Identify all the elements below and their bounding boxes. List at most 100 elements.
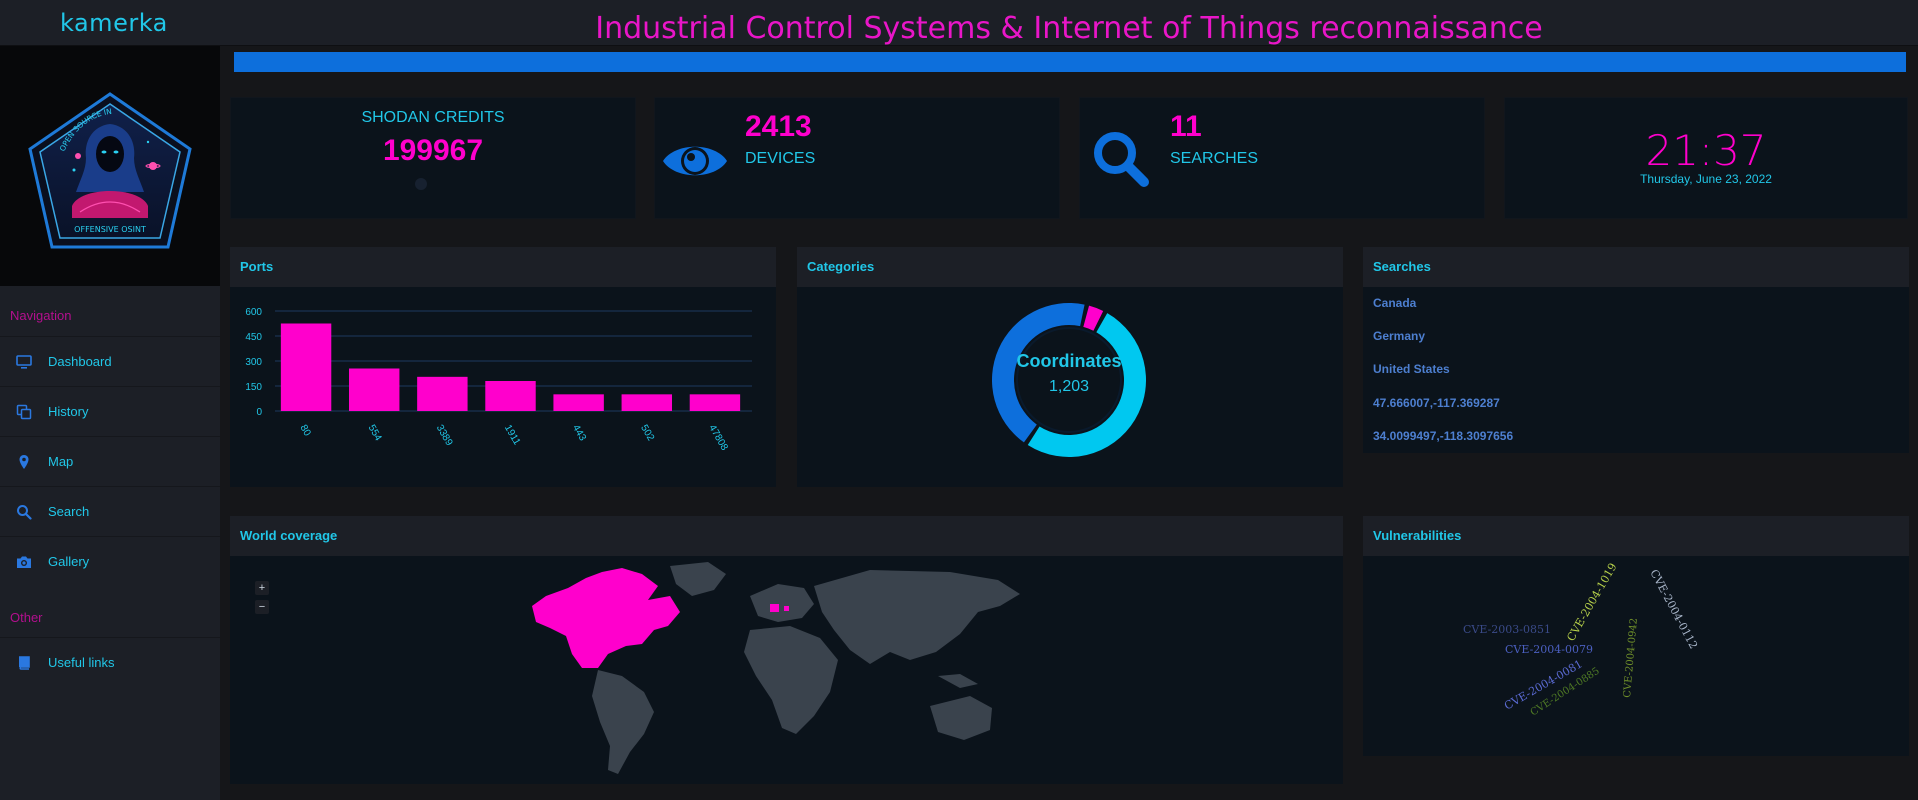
bar [553, 394, 604, 411]
search-icon [17, 505, 32, 520]
sidebar-item-label: History [48, 404, 89, 419]
ports-bar-chart: 0 150 300 450 600 80 554 3389 1911 443 502 47808 [245, 307, 752, 453]
loading-dot [415, 178, 427, 190]
vulnerabilities-panel: Vulnerabilities CVE-2003-0851 CVE-2004-0… [1363, 516, 1909, 756]
clock-date: Thursday, June 23, 2022 [1640, 172, 1772, 186]
y-tick-label: 450 [245, 332, 262, 343]
cve-word[interactable]: CVE-2004-0112 [1647, 567, 1700, 651]
map-region-africa [744, 626, 838, 734]
panel-title: Ports [230, 247, 776, 287]
map-region-highlight [784, 606, 789, 611]
searches-card: 11 SEARCHES [1079, 97, 1485, 219]
map-pin-icon [19, 455, 29, 469]
sidebar-item-map[interactable]: Map [0, 436, 220, 486]
ports-panel: Ports 0 150 300 450 600 80 554 3389 1911 443 502 47… [230, 247, 776, 487]
x-tick-label: 502 [638, 423, 656, 443]
camera-icon [17, 556, 31, 568]
donut-slice [1083, 305, 1104, 331]
sidebar-item-label: Gallery [48, 554, 90, 569]
sidebar-item-label: Useful links [48, 655, 115, 670]
credits-value: 199967 [382, 134, 484, 167]
y-tick-label: 300 [245, 357, 262, 368]
devices-card: 2413 DEVICES [654, 97, 1060, 219]
bar [689, 394, 741, 411]
map-region-islands [938, 674, 978, 688]
vulnerabilities-word-cloud: CVE-2003-0851 CVE-2004-0079 CVE-2004-101… [1463, 561, 1700, 719]
bar [417, 376, 468, 411]
bar [280, 323, 332, 411]
search-icon [1094, 132, 1149, 187]
x-tick-label: 554 [366, 423, 384, 443]
searches-panel: Searches Canada Germany United States 47… [1363, 247, 1909, 453]
osint-badge-logo: OPEN SOURCE INTELLIGENCE OFFENSIVE OSINT [0, 39, 192, 249]
categories-donut-chart: Coordinates 1,203 [992, 303, 1147, 458]
x-tick-label: 47808 [706, 423, 730, 453]
copy-icon [16, 404, 32, 420]
top-bar: kamerka Industrial Control Systems & Int… [0, 0, 1918, 46]
brand-logo-text[interactable]: kamerka [60, 9, 168, 37]
x-tick-label: 443 [570, 423, 588, 443]
sidebar-item-label: Search [48, 504, 90, 519]
panel-title: Categories [797, 247, 1343, 287]
credits-label: SHODAN CREDITS [361, 109, 505, 126]
x-tick-label: 1911 [502, 423, 522, 448]
sidebar-item-gallery[interactable]: Gallery [0, 536, 220, 586]
cve-word[interactable]: CVE-2003-0851 [1463, 623, 1551, 636]
searches-label: SEARCHES [1170, 150, 1259, 167]
searches-count: 11 [1170, 110, 1202, 143]
cve-word[interactable]: CVE-2004-0079 [1505, 643, 1593, 656]
panel-title: Vulnerabilities [1363, 516, 1909, 556]
sidebar: OPEN SOURCE INTELLIGENCE OFFENSIVE OSINT… [0, 39, 220, 800]
clock-time: 21:37 [1645, 126, 1767, 175]
cve-word[interactable]: CVE-2004-1019 [1564, 561, 1619, 644]
sidebar-item-history[interactable]: History [0, 386, 220, 436]
search-history-item[interactable]: 34.0099497,-118.3097656 [1373, 429, 1514, 443]
y-tick-label: 600 [245, 307, 262, 318]
sidebar-item-label: Map [48, 454, 74, 469]
nav-section-header: Navigation [10, 308, 72, 323]
map-region-australia [930, 696, 992, 740]
donut-inner-ring [1016, 327, 1122, 433]
y-tick-label: 150 [245, 382, 262, 393]
categories-panel: Categories Coordinates 1,203 [797, 247, 1343, 487]
devices-count: 2413 [745, 110, 812, 143]
sidebar-item-dashboard[interactable]: Dashboard [0, 336, 220, 386]
map-region-europe [750, 584, 814, 622]
search-history-item[interactable]: Germany [1373, 329, 1426, 343]
x-tick-label: 80 [297, 423, 312, 439]
monitor-icon [16, 355, 32, 369]
map-region-greenland [670, 562, 726, 596]
donut-slice [1027, 313, 1147, 458]
sidebar-item-useful-links[interactable]: Useful links [0, 637, 220, 687]
y-tick-label: 0 [256, 407, 262, 418]
search-history-item[interactable]: Canada [1373, 296, 1417, 310]
world-map[interactable] [230, 556, 1343, 784]
page-title: Industrial Control Systems & Internet of… [595, 11, 1543, 46]
clock-card: 21:37 Thursday, June 23, 2022 [1504, 97, 1908, 219]
map-region-germany[interactable] [770, 604, 779, 612]
progress-bar [234, 52, 1906, 72]
zoom-out-button[interactable]: − [255, 600, 269, 614]
search-history-item[interactable]: United States [1373, 362, 1450, 376]
world-coverage-panel: World coverage + − [230, 516, 1343, 784]
search-history-item[interactable]: 47.666007,-117.369287 [1373, 396, 1500, 410]
book-icon [19, 656, 30, 670]
sidebar-item-search[interactable]: Search [0, 486, 220, 536]
map-region-north-america[interactable] [532, 568, 680, 668]
cve-word[interactable]: CVE-2004-0942 [1622, 618, 1640, 699]
x-tick-label: 3389 [434, 423, 455, 448]
donut-center-label: Coordinates [1016, 351, 1121, 371]
map-region-south-america [592, 670, 654, 774]
panel-title: Searches [1363, 247, 1909, 287]
panel-title: World coverage [230, 516, 1343, 556]
devices-label: DEVICES [745, 150, 816, 167]
shodan-credits-card: SHODAN CREDITS 199967 [230, 97, 636, 219]
donut-slice [992, 303, 1085, 443]
progress-fill [234, 52, 1906, 72]
donut-center-value: 1,203 [1049, 378, 1089, 395]
badge-text-bottom: OFFENSIVE OSINT [74, 225, 146, 234]
bar [621, 394, 672, 411]
map-region-asia [814, 570, 1020, 664]
zoom-in-button[interactable]: + [255, 581, 269, 595]
bar [485, 381, 536, 411]
